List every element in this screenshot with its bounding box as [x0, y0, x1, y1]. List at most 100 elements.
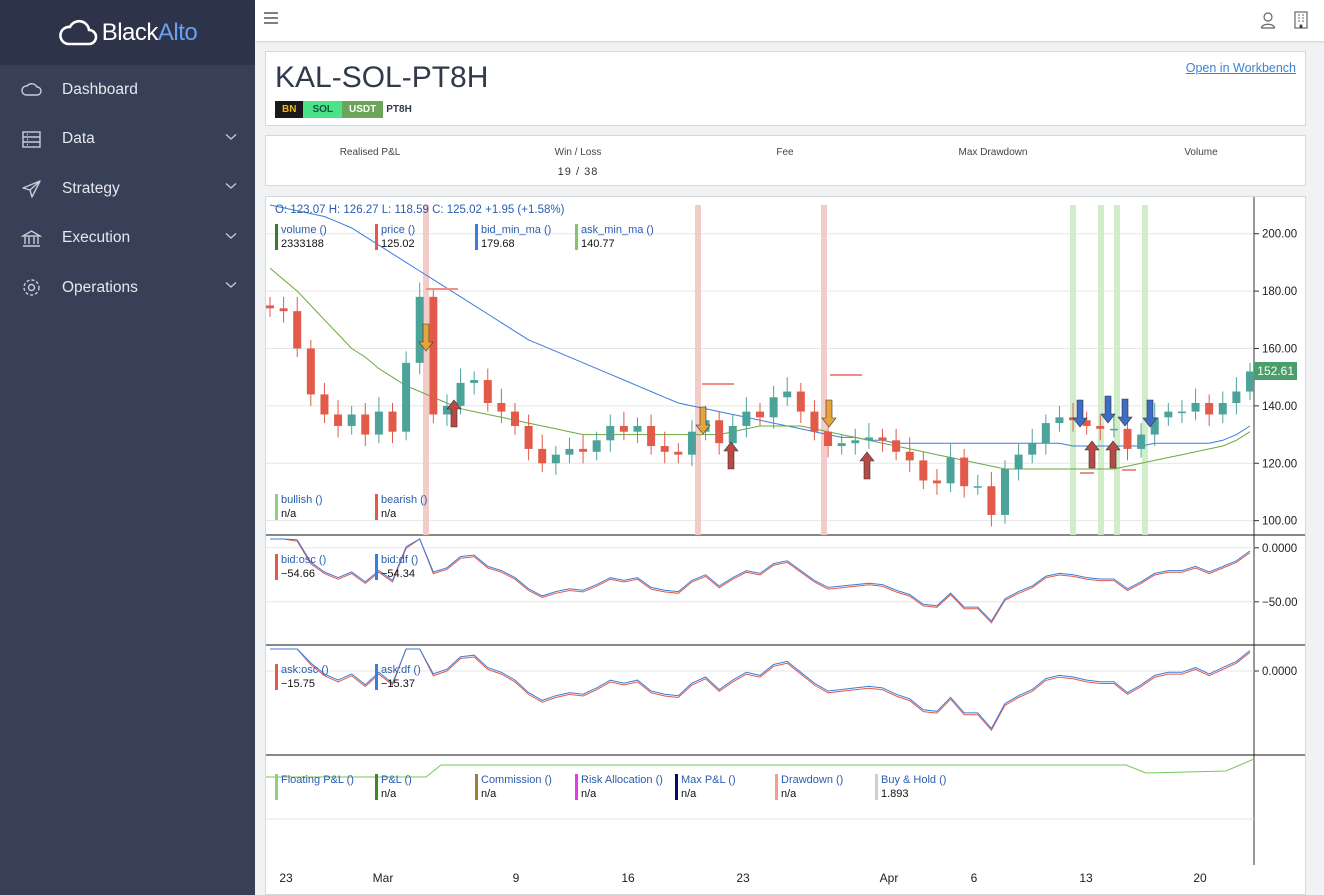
sidebar-item-label: Operations [62, 278, 138, 296]
legend-entry[interactable]: bid_min_ma () 179.68 [475, 223, 551, 251]
legend-entry[interactable]: price () 125.02 [375, 223, 415, 251]
candle-body [551, 454, 560, 464]
legend-label: bearish () [381, 494, 428, 506]
strategy-header-panel: KAL-SOL-PT8H Open in Workbench BN SOL US… [265, 51, 1306, 126]
buy-arrow-marker [446, 399, 462, 428]
legend-label: ask:osc () [281, 664, 329, 676]
candle-body [878, 437, 887, 441]
legend-color-swatch [275, 494, 278, 520]
topbar [255, 0, 1324, 42]
sidebar-item-operations[interactable]: Operations [0, 263, 255, 313]
x-tick-label: 23 [736, 871, 750, 885]
price-tick-label: 100.00 [1262, 516, 1297, 528]
candle-body [810, 411, 819, 432]
legend-entry[interactable]: Max P&L () n/a [675, 773, 736, 801]
sidebar-item-dashboard[interactable]: Dashboard [0, 65, 255, 115]
candle-body [1191, 403, 1200, 412]
candle-body [1164, 411, 1173, 418]
cloud-logo-icon [58, 19, 98, 45]
fee-label: Fee [776, 147, 794, 158]
open-in-workbench-link[interactable]: Open in Workbench [1185, 61, 1296, 75]
legend-value: n/a [681, 788, 697, 800]
candle-body [1041, 423, 1050, 444]
candle-body [1014, 454, 1023, 469]
signal-band [1114, 205, 1120, 535]
candle-body [619, 425, 628, 432]
legend-label: bullish () [281, 494, 323, 506]
candle-body [987, 486, 996, 515]
legend-entry[interactable]: ask_min_ma () 140.77 [575, 223, 654, 251]
legend-entry[interactable]: bid:osc () −54.66 [275, 553, 326, 581]
signal-band [1142, 205, 1148, 535]
building-icon[interactable] [1294, 11, 1308, 29]
candle-body [524, 425, 533, 449]
candle-body [1232, 391, 1241, 403]
candle-body [1069, 417, 1078, 421]
legend-entry[interactable]: volume () 2333188 [275, 223, 327, 251]
legend-entry[interactable]: Commission () n/a [475, 773, 552, 801]
legend-label: P&L () [381, 774, 412, 786]
legend-value: n/a [381, 788, 397, 800]
chart-panel[interactable]: 200.00 180.00 160.00 140.00 120.00 100.00 0.00… [265, 196, 1306, 895]
floating-pnl-line [266, 758, 1255, 778]
signal-band [695, 205, 701, 535]
candle-body [892, 440, 901, 452]
candle-body [742, 411, 751, 426]
candle-body [919, 460, 928, 481]
legend-value: 2333188 [281, 238, 324, 250]
candle-body [456, 382, 465, 406]
legend-value: n/a [381, 508, 397, 520]
x-tick-label: Mar [373, 871, 394, 885]
sidebar-item-strategy[interactable]: Strategy [0, 164, 255, 214]
legend-color-swatch [475, 224, 478, 250]
candle-body [756, 411, 764, 418]
sidebar-item-label: Execution [62, 229, 131, 247]
legend-entry[interactable]: ask:df () −15.37 [375, 663, 421, 691]
realised-pnl-stat: Realised P&L [270, 147, 470, 166]
legend-entry[interactable]: bullish () n/a [275, 493, 323, 521]
legend-entry[interactable]: Drawdown () n/a [775, 773, 843, 801]
sell-arrow-marker [1117, 398, 1133, 427]
sell-arrow-marker [695, 406, 711, 435]
legend-entry[interactable]: Buy & Hold () 1.893 [875, 773, 946, 801]
logo[interactable]: BlackAlto [58, 17, 198, 49]
legend-color-swatch [275, 664, 278, 690]
signal-band [1070, 205, 1076, 535]
legend-label: Commission () [481, 774, 552, 786]
legend-entry[interactable]: P&L () n/a [375, 773, 412, 801]
legend-color-swatch [575, 774, 578, 800]
price-tick-label: 200.00 [1262, 229, 1297, 241]
chevron-down-icon [225, 282, 237, 288]
legend-entry[interactable]: ask:osc () −15.75 [275, 663, 329, 691]
osc-tick-label: 0.0000 [1262, 543, 1297, 555]
candle-body [932, 480, 941, 484]
signal-band [1098, 205, 1104, 535]
sidebar-item-execution[interactable]: Execution [0, 214, 255, 264]
legend-entry[interactable]: bearish () n/a [375, 493, 428, 521]
user-icon[interactable] [1260, 11, 1276, 29]
candle-body [388, 411, 397, 432]
menu-icon[interactable] [263, 10, 279, 26]
candle-body [946, 457, 955, 484]
candle-body [1055, 417, 1064, 424]
legend-entry[interactable]: Floating P&L () [275, 773, 354, 800]
legend-color-swatch [375, 774, 378, 800]
buy-arrow-marker [723, 441, 739, 470]
legend-value: n/a [781, 788, 797, 800]
legend-entry[interactable]: Risk Allocation () n/a [575, 773, 663, 801]
ask-osc-line [270, 648, 1251, 732]
sidebar-item-data[interactable]: Data [0, 115, 255, 165]
price-tick-label: 120.00 [1262, 458, 1297, 470]
candle-body [1205, 403, 1214, 415]
x-tick-label: 9 [513, 871, 520, 885]
legend-entry[interactable]: bid:df () −54.34 [375, 553, 418, 581]
logo-alto: Alto [157, 18, 198, 46]
candle-body [1177, 411, 1186, 414]
candle-body [674, 451, 683, 455]
trading-chart[interactable]: 200.00 180.00 160.00 140.00 120.00 100.00 0.00… [266, 197, 1305, 894]
max-drawdown-label: Max Drawdown [958, 147, 1028, 158]
chevron-down-icon [225, 133, 237, 140]
quote-tag: USDT [342, 101, 384, 118]
sidebar-item-label: Strategy [62, 179, 120, 197]
volume-label: Volume [1184, 147, 1218, 158]
